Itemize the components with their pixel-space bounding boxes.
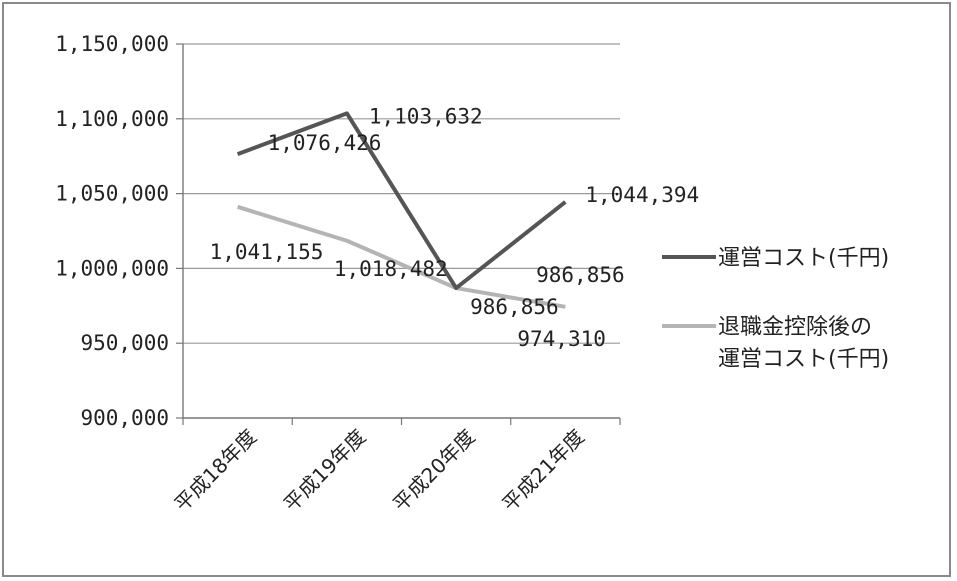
y-tick-label: 900,000	[80, 406, 169, 430]
data-label: 974,310	[517, 327, 606, 351]
data-label: 1,018,482	[334, 257, 448, 281]
y-tick-label: 1,000,000	[55, 256, 169, 280]
data-label: 986,856	[536, 263, 625, 287]
data-label: 1,076,426	[268, 131, 382, 155]
legend-label: 運営コスト(千円)	[718, 347, 889, 372]
data-label: 1,041,155	[210, 240, 324, 264]
axes	[176, 43, 621, 425]
series-lines	[236, 111, 567, 309]
series-line-1	[236, 111, 567, 291]
y-tick-label: 1,050,000	[55, 182, 169, 206]
data-labels: 1,076,426 1,103,632 986,856 1,044,394 1,041,…	[210, 104, 700, 350]
y-tick-labels: 1,150,000 1,100,000 1,050,000 1,000,000 950,…	[55, 32, 169, 430]
gridlines	[183, 43, 620, 344]
x-tick-label: 平成21年度	[497, 425, 589, 517]
legend-label: 運営コスト(千円)	[718, 246, 889, 271]
data-label: 1,103,632	[369, 104, 483, 128]
y-tick-label: 1,100,000	[55, 107, 169, 131]
y-tick-label: 1,150,000	[55, 32, 169, 56]
x-tick-labels: 平成18年度 平成19年度 平成20年度 平成21年度	[170, 425, 589, 517]
data-label: 1,044,394	[585, 183, 699, 207]
data-label: 986,856	[470, 295, 559, 319]
legend-label: 退職金控除後の	[718, 315, 872, 340]
x-tick-label: 平成18年度	[170, 425, 262, 517]
y-tick-label: 950,000	[80, 331, 169, 355]
x-tick-label: 平成19年度	[279, 425, 371, 517]
series-line-2	[237, 204, 566, 309]
x-tick-label: 平成20年度	[388, 425, 480, 517]
